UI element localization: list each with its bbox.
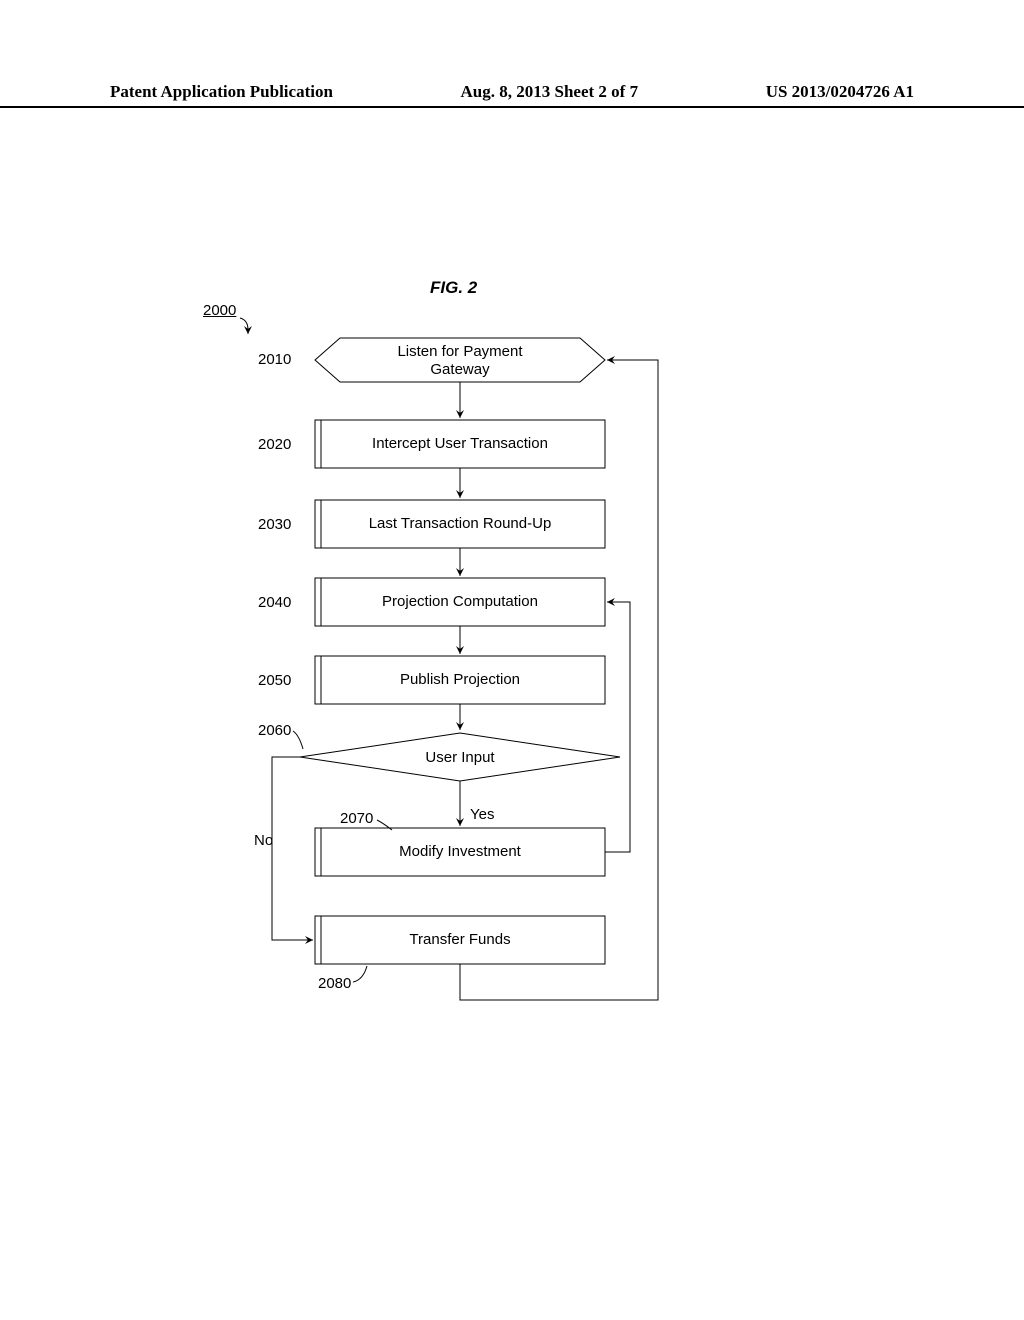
- edge-2070-2040: [605, 602, 630, 852]
- node-2050: Publish Projection: [315, 656, 605, 704]
- node-2060: User Input: [300, 733, 620, 781]
- node-2010: Listen for Payment Gateway: [315, 338, 605, 382]
- svg-text:Intercept User Transaction: Intercept User Transaction: [372, 435, 548, 452]
- node-2070: Modify Investment: [315, 828, 605, 876]
- svg-text:Gateway: Gateway: [430, 361, 490, 378]
- svg-text:Modify Investment: Modify Investment: [399, 843, 522, 860]
- node-2080: Transfer Funds: [315, 916, 605, 964]
- flowchart-svg: Listen for Payment Gateway Intercept Use…: [0, 0, 1024, 1320]
- hook-2080: [353, 966, 367, 982]
- svg-text:Projection Computation: Projection Computation: [382, 593, 538, 610]
- node-2040: Projection Computation: [315, 578, 605, 626]
- node-2020: Intercept User Transaction: [315, 420, 605, 468]
- edge-no-2080: [272, 757, 313, 940]
- svg-text:User Input: User Input: [425, 749, 495, 766]
- hook-2000: [240, 318, 248, 334]
- page: Patent Application Publication Aug. 8, 2…: [0, 0, 1024, 1320]
- svg-text:Transfer Funds: Transfer Funds: [409, 931, 510, 948]
- svg-text:Listen for Payment: Listen for Payment: [397, 343, 523, 360]
- svg-text:Last Transaction Round-Up: Last Transaction Round-Up: [369, 515, 552, 532]
- svg-text:Publish Projection: Publish Projection: [400, 671, 520, 688]
- node-2030: Last Transaction Round-Up: [315, 500, 605, 548]
- hook-2060: [293, 731, 303, 749]
